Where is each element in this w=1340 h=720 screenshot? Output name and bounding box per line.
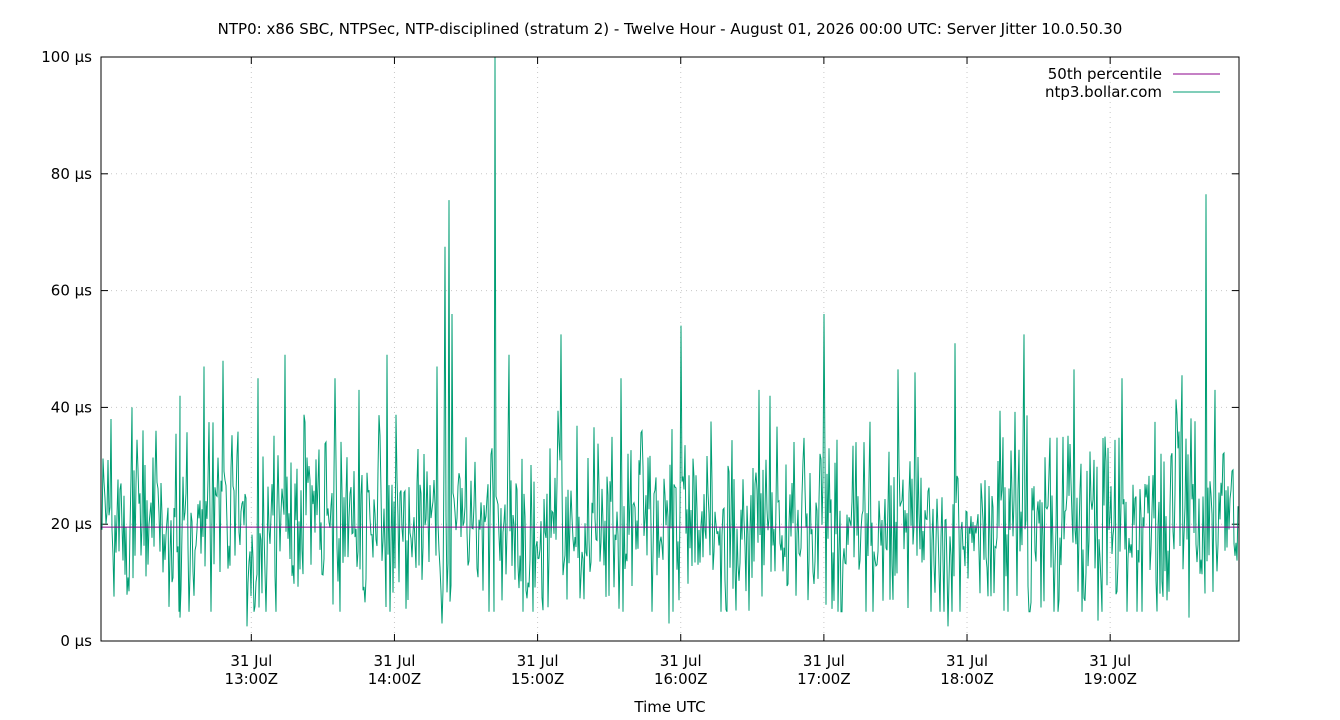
x-tick-label: 16:00Z <box>654 670 708 688</box>
y-tick-label: 100 µs <box>41 48 92 66</box>
x-tick-label: 19:00Z <box>1083 670 1137 688</box>
x-tick-label: 13:00Z <box>225 670 279 688</box>
y-tick-label: 40 µs <box>51 398 92 416</box>
plot-series <box>101 56 1239 627</box>
x-tick-date: 31 Jul <box>517 652 559 670</box>
plot-frame <box>100 56 1240 642</box>
y-tick-label: 20 µs <box>51 515 92 533</box>
y-tick-label: 60 µs <box>51 282 92 300</box>
y-tick-label: 0 µs <box>60 632 92 650</box>
x-tick-date: 31 Jul <box>1089 652 1131 670</box>
x-tick-label: 17:00Z <box>797 670 851 688</box>
x-tick-label: 15:00Z <box>511 670 565 688</box>
x-tick-date: 31 Jul <box>660 652 702 670</box>
chart-title: NTP0: x86 SBC, NTPSec, NTP-disciplined (… <box>218 20 1123 38</box>
x-tick-date: 31 Jul <box>946 652 988 670</box>
x-tick-date: 31 Jul <box>373 652 415 670</box>
legend-label: ntp3.bollar.com <box>1045 83 1162 101</box>
y-axis: 0 µs 20 µs 40 µs 60 µs 80 µs 100 µs <box>41 48 1239 650</box>
x-tick-label: 18:00Z <box>940 670 994 688</box>
x-tick-label: 14:00Z <box>368 670 422 688</box>
y-tick-label: 80 µs <box>51 165 92 183</box>
grid-lines <box>101 57 1239 641</box>
series-line-ntp3 <box>101 56 1239 627</box>
x-axis-title: Time UTC <box>633 698 705 716</box>
x-tick-date: 31 Jul <box>803 652 845 670</box>
legend-label: 50th percentile <box>1048 65 1162 83</box>
x-tick-date: 31 Jul <box>230 652 272 670</box>
